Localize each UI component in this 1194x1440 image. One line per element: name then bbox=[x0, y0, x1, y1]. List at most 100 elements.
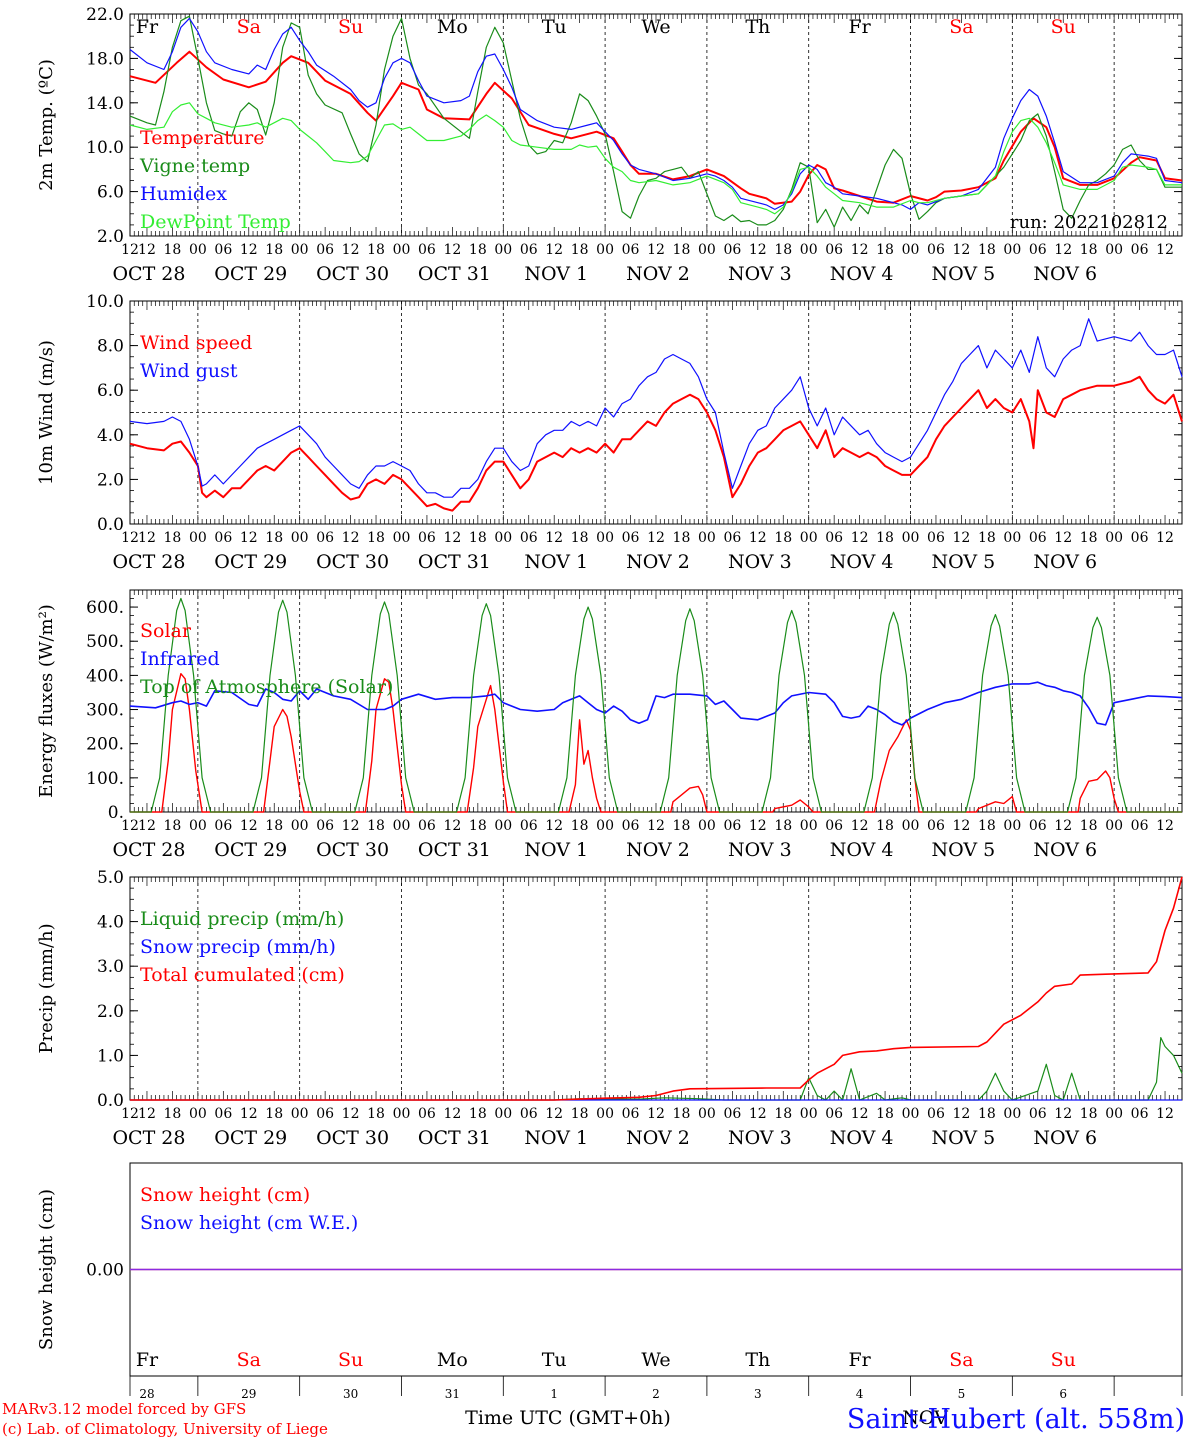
day-number-label: 4 bbox=[856, 1387, 864, 1401]
y-axis-label: 2m Temp. (ºC) bbox=[36, 59, 57, 191]
hour-tick-label: 06 bbox=[927, 1106, 945, 1122]
hour-tick-label: 06 bbox=[520, 818, 538, 834]
date-label: OCT 28 bbox=[112, 1127, 185, 1149]
y-axis-label: Precip (mm/h) bbox=[36, 923, 57, 1053]
legend-entry: Wind gust bbox=[140, 360, 238, 382]
date-label: NOV 6 bbox=[1033, 263, 1097, 285]
weekday-label: Mo bbox=[437, 16, 468, 38]
hour-tick-label: 06 bbox=[622, 1106, 640, 1122]
hour-tick-label: 06 bbox=[927, 818, 945, 834]
date-label: NOV 6 bbox=[1033, 551, 1097, 573]
y-tick-label: 6.0 bbox=[97, 381, 124, 401]
y-tick-label: 2.0 bbox=[97, 227, 124, 247]
y-axis-label: Snow height (cm) bbox=[36, 1189, 57, 1350]
series-line-liquid-precip-mm-h- bbox=[130, 1037, 1183, 1101]
hour-tick-label: 00 bbox=[291, 530, 309, 546]
series-line-humidex bbox=[129, 17, 1183, 210]
date-label: OCT 30 bbox=[316, 551, 389, 573]
hour-tick-label: 00 bbox=[698, 530, 716, 546]
hour-tick-label: 00 bbox=[698, 242, 716, 258]
weekday-label: Sa bbox=[949, 1349, 973, 1371]
hour-tick-label: 12 bbox=[1156, 530, 1174, 546]
hour-tick-label: 06 bbox=[214, 530, 232, 546]
hour-tick-label: 12 bbox=[443, 242, 461, 258]
weekday-label: Fr bbox=[136, 16, 159, 38]
hour-tick-label: 06 bbox=[622, 242, 640, 258]
hour-tick-label: 06 bbox=[1029, 530, 1047, 546]
legend-entry: Temperature bbox=[140, 127, 264, 149]
series-line-total-cumulated-cm- bbox=[130, 876, 1183, 1101]
weekday-label: We bbox=[641, 1349, 670, 1371]
y-tick-label: 10.0 bbox=[86, 292, 124, 312]
date-label: NOV 1 bbox=[524, 1127, 588, 1149]
hour-tick-label: 12 bbox=[1156, 1106, 1174, 1122]
hour-tick-label: 18 bbox=[1080, 242, 1098, 258]
hour-tick-label: 12 bbox=[749, 530, 767, 546]
weekday-label: Tu bbox=[542, 1349, 567, 1371]
hour-tick-label: 00 bbox=[1105, 530, 1123, 546]
hour-tick-label: 18 bbox=[673, 818, 691, 834]
hour-tick-label: 00 bbox=[596, 530, 614, 546]
hour-tick-label: 12 bbox=[1054, 530, 1072, 546]
weekday-label: Fr bbox=[848, 16, 871, 38]
hour-tick-label: 12 bbox=[647, 818, 665, 834]
legend-entry: Liquid precip (mm/h) bbox=[140, 908, 344, 930]
y-tick-label: 4.0 bbox=[97, 426, 124, 446]
series-line-temperature bbox=[129, 50, 1183, 205]
credit-line-1: MARv3.12 model forced by GFS bbox=[2, 1400, 246, 1418]
hour-tick-label: 00 bbox=[189, 818, 207, 834]
y-tick-label: 4.0 bbox=[97, 913, 124, 933]
day-number-label: 28 bbox=[139, 1387, 154, 1401]
date-label: OCT 31 bbox=[418, 1127, 491, 1149]
hour-tick-label: 00 bbox=[393, 818, 411, 834]
hour-tick-label: 12 bbox=[851, 818, 869, 834]
weekday-label: Sa bbox=[237, 1349, 261, 1371]
date-label: NOV 3 bbox=[728, 551, 792, 573]
date-label: NOV 4 bbox=[830, 1127, 894, 1149]
series-line-wind-speed bbox=[129, 375, 1183, 512]
day-number-label: 29 bbox=[241, 1387, 256, 1401]
hour-tick-label: 18 bbox=[469, 242, 487, 258]
weekday-label: Sa bbox=[949, 16, 973, 38]
date-label: OCT 28 bbox=[112, 839, 185, 861]
hour-tick-label: 12 bbox=[138, 818, 156, 834]
hour-tick-label: 06 bbox=[825, 242, 843, 258]
date-label: NOV 3 bbox=[728, 1127, 792, 1149]
hour-tick-label: 18 bbox=[673, 242, 691, 258]
date-label: NOV 1 bbox=[524, 551, 588, 573]
hour-tick-label: 18 bbox=[469, 1106, 487, 1122]
y-tick-label: 10.0 bbox=[86, 138, 124, 158]
hour-tick-label: 06 bbox=[316, 1106, 334, 1122]
hour-tick-label: 12 bbox=[121, 242, 139, 258]
hour-tick-label: 12 bbox=[851, 530, 869, 546]
date-label: NOV 1 bbox=[524, 263, 588, 285]
hour-tick-label: 00 bbox=[1003, 1106, 1021, 1122]
hour-tick-label: 12 bbox=[1156, 242, 1174, 258]
hour-tick-label: 06 bbox=[520, 1106, 538, 1122]
date-label: OCT 31 bbox=[418, 551, 491, 573]
hour-tick-label: 18 bbox=[1080, 818, 1098, 834]
hour-tick-label: 18 bbox=[367, 530, 385, 546]
legend-entry: DewPoint Temp bbox=[140, 211, 291, 233]
hour-tick-label: 18 bbox=[774, 242, 792, 258]
date-label: NOV 4 bbox=[830, 839, 894, 861]
date-label: NOV 2 bbox=[626, 839, 690, 861]
y-tick-label: 3.0 bbox=[97, 957, 124, 977]
weekday-label: Su bbox=[1051, 1349, 1076, 1371]
date-label: OCT 30 bbox=[316, 263, 389, 285]
hour-tick-label: 00 bbox=[393, 242, 411, 258]
hour-tick-label: 00 bbox=[291, 242, 309, 258]
hour-tick-label: 12 bbox=[749, 818, 767, 834]
hour-tick-label: 00 bbox=[800, 530, 818, 546]
hour-tick-label: 06 bbox=[723, 530, 741, 546]
date-label: NOV 2 bbox=[626, 263, 690, 285]
date-label: OCT 28 bbox=[112, 551, 185, 573]
hour-tick-label: 00 bbox=[902, 1106, 920, 1122]
y-tick-label: 0. bbox=[108, 803, 124, 823]
hour-tick-label: 06 bbox=[214, 1106, 232, 1122]
hour-tick-label: 18 bbox=[265, 1106, 283, 1122]
series-line-infrared bbox=[129, 681, 1183, 726]
hour-tick-label: 00 bbox=[1003, 818, 1021, 834]
date-label: NOV 5 bbox=[932, 263, 996, 285]
month-label: NOV bbox=[902, 1407, 948, 1429]
